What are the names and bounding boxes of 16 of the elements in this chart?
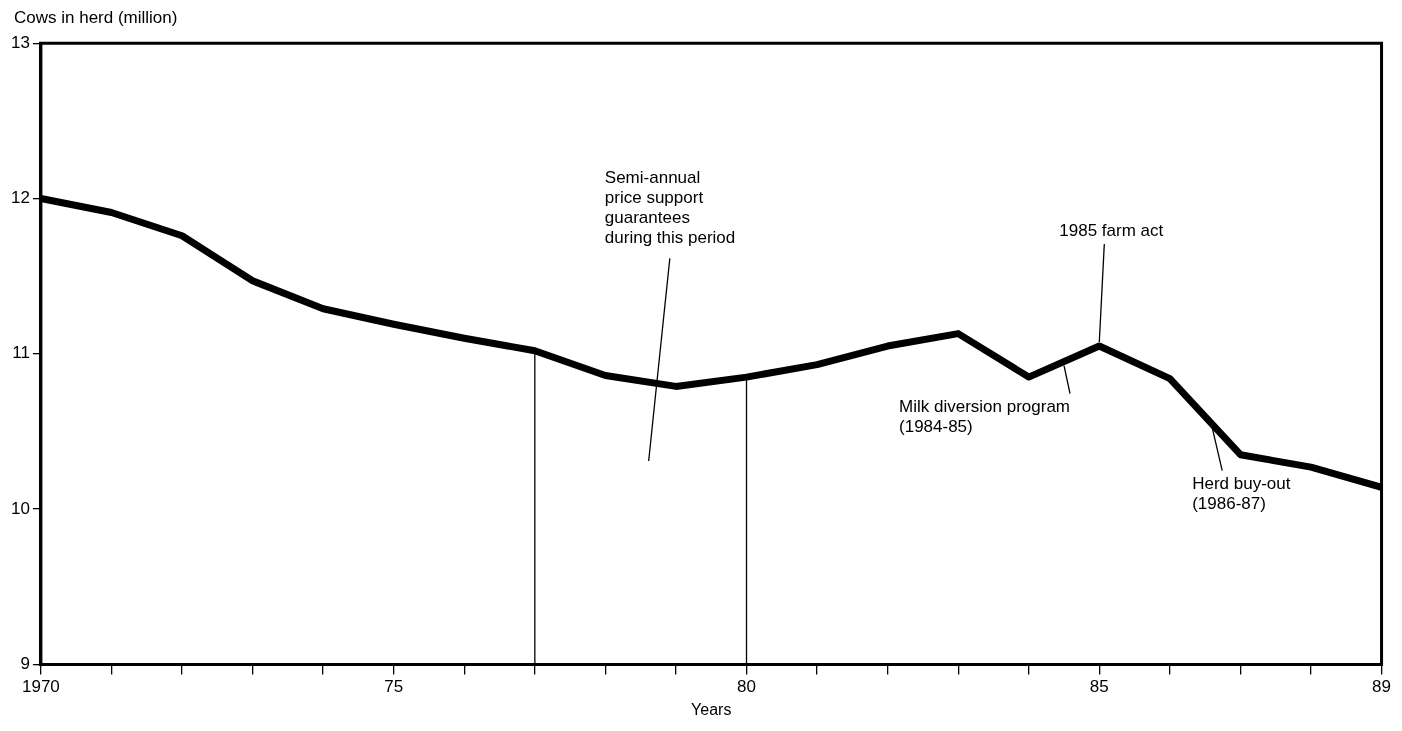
y-tick-label: 12 xyxy=(10,188,30,208)
x-tick-label: 89 xyxy=(1372,677,1392,697)
x-tick-label: 80 xyxy=(737,677,756,697)
annotation: 1985 farm act xyxy=(1059,221,1164,241)
annotation: Herd buy-out (1986-87) xyxy=(1192,473,1291,513)
x-tick-label: 1970 xyxy=(22,677,60,697)
x-tick-label: 75 xyxy=(384,677,404,697)
y-tick-label: 11 xyxy=(12,343,30,363)
y-tick-label: 9 xyxy=(20,654,30,674)
y-tick-label: 10 xyxy=(10,498,30,518)
x-axis-title: Years xyxy=(691,700,732,718)
y-tick-label: 13 xyxy=(10,32,30,52)
y-axis-title: Cows in herd (million) xyxy=(13,8,179,29)
x-tick-label: 85 xyxy=(1089,677,1109,697)
annotation: Milk diversion program (1984-85) xyxy=(899,396,1071,436)
annotation: Semi-annual price support guarantees during this period xyxy=(604,168,736,248)
